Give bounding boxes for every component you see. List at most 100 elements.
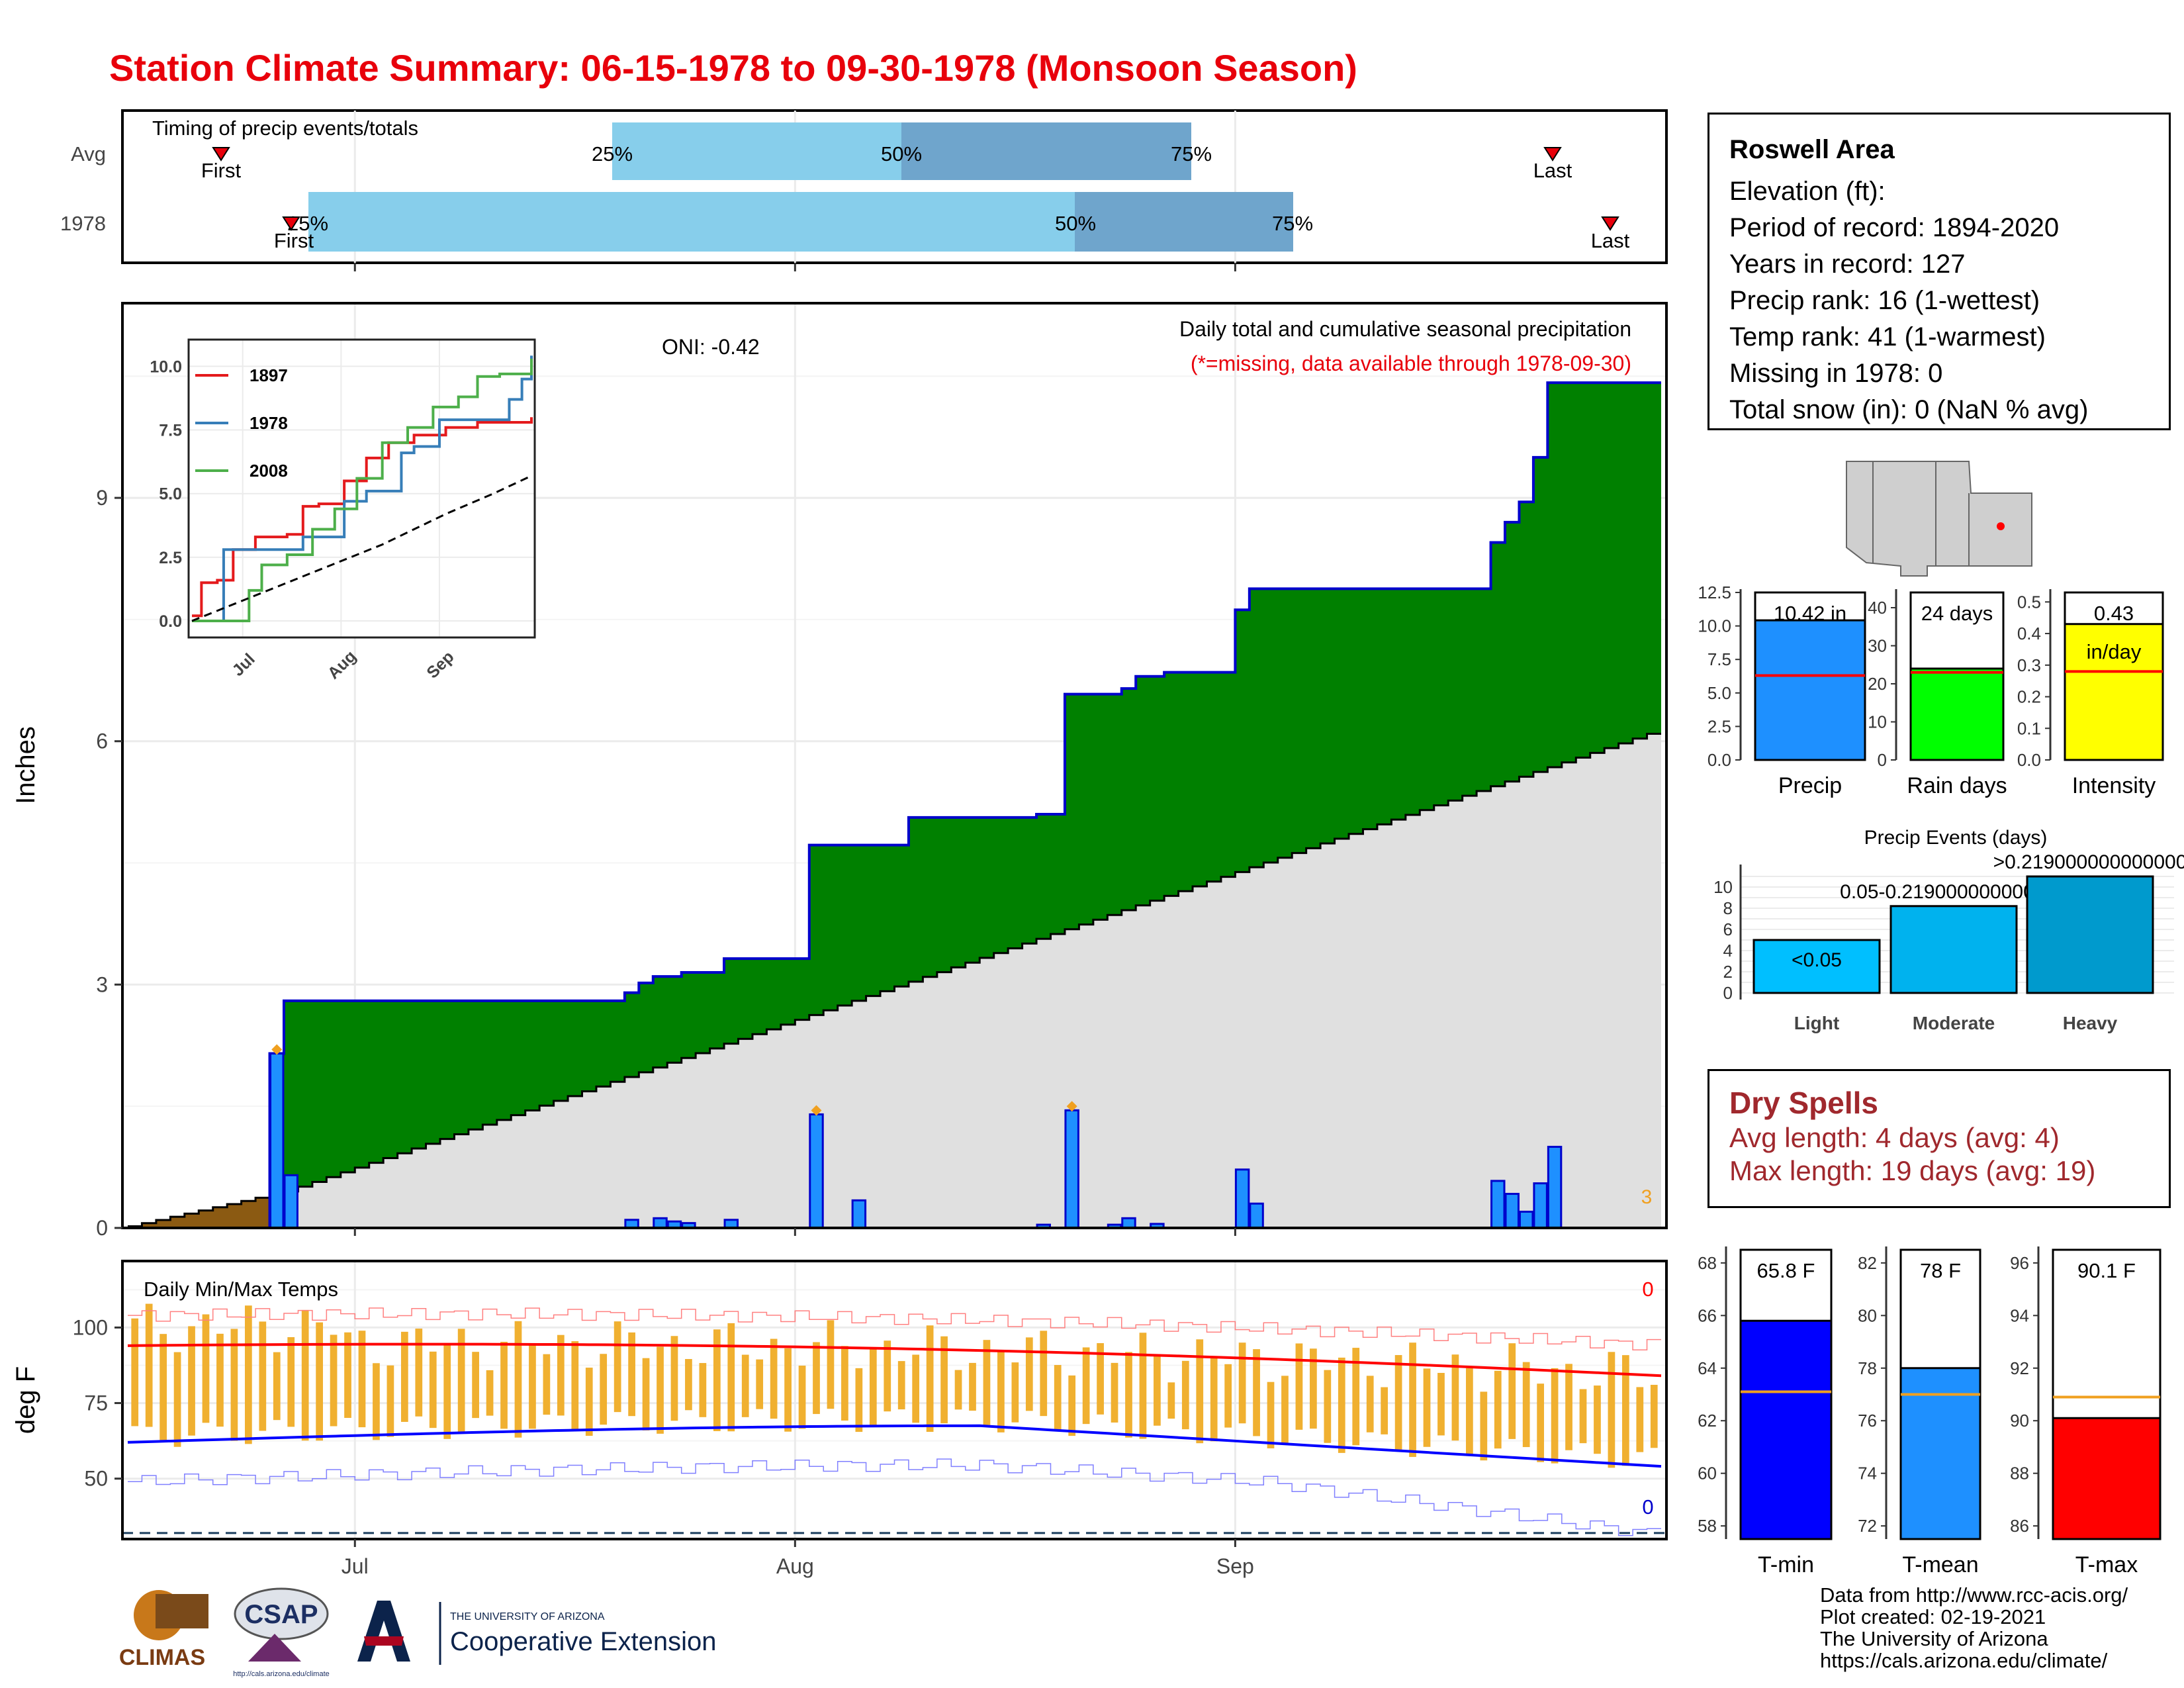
temp-title: Daily Min/Max Temps bbox=[144, 1278, 338, 1301]
temp-day-bar-96 bbox=[1494, 1370, 1502, 1449]
temp-day-bar-58 bbox=[954, 1370, 962, 1410]
credit-plot-created: Plot created: 02-19-2021 bbox=[1820, 1605, 2046, 1628]
events-value-label-heavy: >0.219000000000000 bbox=[1993, 851, 2184, 873]
temp-day-bar-65 bbox=[1054, 1365, 1062, 1432]
mini-t-max-category-label: T-max bbox=[2075, 1552, 2138, 1577]
avg-50pct-label: 50% bbox=[881, 142, 922, 165]
timing-row-label-year: 1978 bbox=[60, 212, 106, 235]
temp-day-bar-100 bbox=[1551, 1368, 1559, 1464]
mini-t-max-ytick-label-2: 90 bbox=[2010, 1411, 2029, 1430]
temp-day-bar-72 bbox=[1154, 1356, 1161, 1426]
mini-rain-days-bar bbox=[1909, 667, 2005, 761]
temperature-panel: 50 75 100 Jul Aug Sep Daily Min/Max Temps 0 0… bbox=[11, 1260, 1668, 1578]
mini-precip-ytick-label-1: 2.5 bbox=[1707, 716, 1731, 736]
temp-day-bar-3 bbox=[173, 1352, 181, 1447]
temp-day-bar-106 bbox=[1636, 1387, 1644, 1452]
ua-logo-line2: Cooperative Extension bbox=[450, 1627, 716, 1656]
mini-rain-days-ytick-label-3: 30 bbox=[1868, 636, 1887, 656]
events-bar-light bbox=[1752, 939, 1881, 994]
credit-university: The University of Arizona bbox=[1820, 1627, 2048, 1650]
temp-day-bar-9 bbox=[259, 1321, 267, 1431]
temp-day-bar-67 bbox=[1082, 1347, 1090, 1425]
events-bar-moderate bbox=[1889, 905, 2018, 994]
inset-legend-label-2008: 2008 bbox=[250, 461, 288, 481]
mini-t-mean-ytick-label-1: 74 bbox=[1858, 1464, 1877, 1483]
year-first-label: First bbox=[274, 229, 314, 252]
timing-title: Timing of precip events/totals bbox=[152, 117, 418, 140]
temp-day-bar-57 bbox=[940, 1336, 948, 1424]
events-category-label-moderate: Moderate bbox=[1913, 1013, 1995, 1033]
mini-rain-days-ytick-label-1: 10 bbox=[1868, 712, 1887, 732]
csap-logo: CSAP http://cals.arizona.edu/climate bbox=[233, 1587, 330, 1678]
events-ytick-label-5: 10 bbox=[1713, 877, 1733, 897]
temp-day-bar-0 bbox=[131, 1318, 139, 1427]
temp-day-bar-95 bbox=[1480, 1391, 1488, 1461]
mini-t-min-category-label: T-min bbox=[1758, 1552, 1814, 1577]
dry-spells-box: Dry Spells Avg length: 4 days (avg: 4) M… bbox=[1707, 1069, 2171, 1208]
precip-events-chart: Precip Events (days)0246810<0.05Light0.0… bbox=[1713, 827, 2184, 1033]
daily-precip-flag-0 bbox=[271, 1044, 283, 1055]
mini-t-mean-value-label: 78 F bbox=[1920, 1259, 1961, 1282]
temp-day-bar-74 bbox=[1181, 1360, 1189, 1430]
temp-day-bar-68 bbox=[1097, 1343, 1104, 1415]
avg-tmax-line bbox=[127, 1342, 1662, 1378]
temp-day-bar-61 bbox=[997, 1352, 1005, 1432]
temp-day-bar-40 bbox=[699, 1363, 707, 1417]
year-q2-bar bbox=[1075, 192, 1293, 252]
temp-day-bar-12 bbox=[301, 1309, 309, 1441]
daily-precip-flag-7 bbox=[811, 1105, 822, 1116]
station-snow: Total snow (in): 0 (NaN % avg) bbox=[1729, 395, 2089, 424]
inset-grid bbox=[189, 340, 535, 637]
temp-day-bar-59 bbox=[969, 1362, 976, 1411]
station-precip-rank: Precip rank: 16 (1-wettest) bbox=[1729, 286, 2040, 315]
mini-t-max-value-label: 90.1 F bbox=[2077, 1259, 2136, 1282]
credits: Data from http://www.rcc-acis.org/ Plot … bbox=[1820, 1584, 2128, 1671]
credit-url: https://cals.arizona.edu/climate/ bbox=[1820, 1649, 2108, 1672]
mini-precip-ytick-label-4: 10.0 bbox=[1698, 616, 1731, 636]
inset-ytick-label-4: 10.0 bbox=[150, 357, 182, 376]
daily-precip-bar-10 bbox=[1064, 1109, 1079, 1229]
dry-spells-title: Dry Spells bbox=[1729, 1086, 1878, 1120]
daily-precip-bar-15 bbox=[1249, 1202, 1264, 1229]
mini-precip-ytick-label-5: 12.5 bbox=[1698, 583, 1731, 602]
events-ytick-label-3: 6 bbox=[1723, 919, 1733, 939]
temp-day-bar-47 bbox=[798, 1365, 806, 1429]
temp-day-bar-16 bbox=[358, 1331, 366, 1428]
temp-day-bar-10 bbox=[273, 1352, 281, 1421]
csap-logo-cloud bbox=[234, 1587, 329, 1640]
inset-legend-label-1897: 1897 bbox=[250, 365, 288, 385]
mini-rain-days-category-label: Rain days bbox=[1907, 773, 2007, 798]
mini-t-min-bar bbox=[1739, 1319, 1833, 1540]
daily-precip-bar-1 bbox=[283, 1174, 298, 1229]
temp-day-bar-6 bbox=[216, 1333, 224, 1427]
temp-day-bar-79 bbox=[1253, 1349, 1260, 1436]
temp-day-bar-11 bbox=[287, 1336, 295, 1427]
mini-intensity-ytick-label-1: 0.1 bbox=[2017, 718, 2041, 738]
temp-day-bar-22 bbox=[443, 1344, 451, 1439]
inset-avg-line bbox=[191, 475, 532, 622]
temp-day-bar-107 bbox=[1650, 1385, 1658, 1448]
mini-precip-ytick-label-0: 0.0 bbox=[1707, 750, 1731, 770]
mini-intensity-bar bbox=[2064, 623, 2164, 761]
temp-day-bar-54 bbox=[897, 1361, 905, 1410]
inset-ytick-label-3: 7.5 bbox=[159, 422, 182, 440]
events-ytick-label-2: 4 bbox=[1723, 941, 1733, 961]
mini-t-min-ytick-label-0: 58 bbox=[1698, 1516, 1717, 1536]
station-info-box: Roswell Area Elevation (ft): Period of r… bbox=[1707, 113, 2171, 430]
temp-day-bar-83 bbox=[1310, 1348, 1317, 1429]
temp-day-bar-44 bbox=[756, 1359, 764, 1409]
temp-day-bar-17 bbox=[373, 1363, 380, 1440]
temp-day-bar-46 bbox=[784, 1348, 792, 1432]
temp-day-bar-33 bbox=[600, 1354, 608, 1425]
temp-ytick-label-1: 75 bbox=[84, 1391, 108, 1415]
temp-day-bar-1 bbox=[145, 1303, 153, 1427]
temp-day-bar-103 bbox=[1594, 1385, 1601, 1454]
avg-q1-bar bbox=[612, 122, 901, 180]
inset-frame bbox=[187, 338, 536, 639]
mini-intensity-ytick-label-2: 0.2 bbox=[2017, 687, 2041, 707]
temp-day-bar-82 bbox=[1295, 1343, 1303, 1430]
mini-rain-days-ytick-label-0: 0 bbox=[1878, 750, 1887, 770]
temp-day-bar-42 bbox=[727, 1323, 735, 1432]
avg-first-marker bbox=[212, 147, 230, 162]
